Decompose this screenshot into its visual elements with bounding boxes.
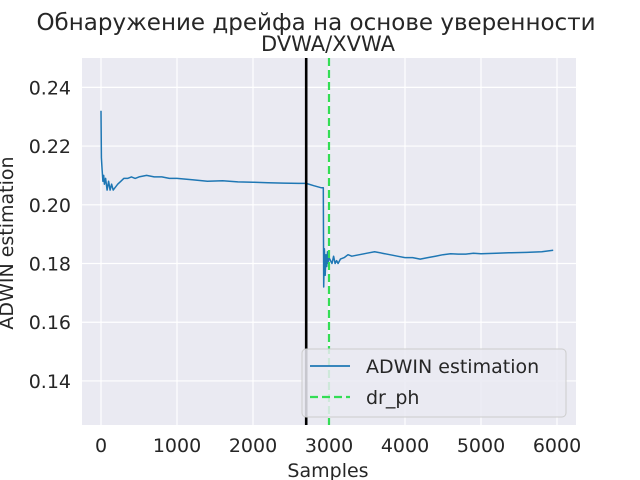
y-tick-label: 0.16	[29, 312, 71, 334]
y-tick-label: 0.20	[29, 195, 71, 217]
x-tick-label: 2000	[229, 435, 277, 457]
x-axis-label: Samples	[287, 460, 368, 480]
x-tick-label: 5000	[457, 435, 505, 457]
chart-title: Обнаружение дрейфа на основе уверенности	[36, 10, 595, 36]
x-tick-label: 4000	[381, 435, 429, 457]
legend-label: dr_ph	[366, 387, 419, 409]
x-tick-label: 1000	[153, 435, 201, 457]
series-line	[100, 110, 554, 288]
legend-label: ADWIN estimation	[366, 356, 539, 378]
y-axis-label: ADWIN estimation	[0, 156, 18, 329]
y-tick-label: 0.22	[29, 136, 71, 158]
x-tick-label: 3000	[305, 435, 353, 457]
legend: ADWIN estimation dr_ph	[301, 348, 567, 418]
y-tick-label: 0.18	[29, 254, 71, 276]
y-tick-label: 0.14	[29, 371, 71, 393]
y-tick-label: 0.24	[29, 77, 71, 99]
x-tick-label: 6000	[533, 435, 581, 457]
legend-box	[301, 348, 567, 418]
chart-subtitle: DVWA/XVWA	[261, 32, 396, 56]
tick-labels: 0 1000 2000 3000 4000 5000 6000 0.14 0.16 0.18 0.2…	[29, 77, 581, 457]
x-tick-label: 0	[95, 435, 107, 457]
